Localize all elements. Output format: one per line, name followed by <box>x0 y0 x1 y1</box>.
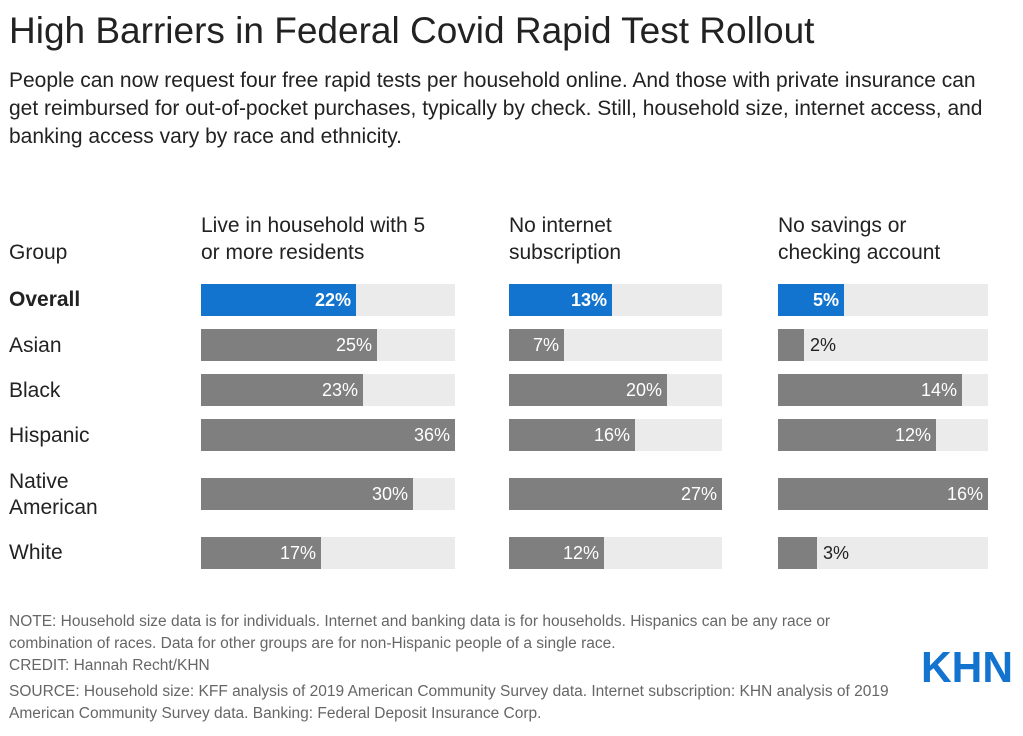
bar <box>778 284 844 316</box>
bar-track: 13% <box>509 284 722 316</box>
bar <box>509 284 612 316</box>
bar-value-label: 17% <box>279 543 316 563</box>
bar <box>509 329 564 361</box>
row-label-4: Hispanic <box>9 423 90 449</box>
bar-value-label: 16% <box>593 425 630 445</box>
footnote-source: SOURCE: Household size: KFF analysis of … <box>9 683 889 722</box>
bar-track: 7% <box>509 329 722 361</box>
bar <box>509 478 722 510</box>
bar-track: 16% <box>509 419 722 451</box>
bar-value-label: 2% <box>810 335 837 355</box>
bar-track: 2% <box>778 329 988 361</box>
bar <box>778 537 817 569</box>
bar-value-label: 16% <box>946 484 983 504</box>
row-label-line: Overall <box>9 288 81 311</box>
column-header-line: or more residents <box>201 241 365 264</box>
bar-track: 14% <box>778 374 988 406</box>
bar-track: 16% <box>778 478 988 510</box>
bar <box>509 374 667 406</box>
bar-value-label: 30% <box>371 484 408 504</box>
bar-value-label: 22% <box>314 290 351 310</box>
chart-subtitle: People can now request four free rapid t… <box>9 69 983 148</box>
group-header: Group <box>9 241 68 264</box>
column-header-line: subscription <box>509 241 622 264</box>
bar-track: 30% <box>201 478 455 510</box>
bar <box>201 478 413 510</box>
bar-value-label: 3% <box>823 543 850 563</box>
bar <box>201 419 455 451</box>
bar-track: 3% <box>778 537 988 569</box>
bar <box>201 329 377 361</box>
row-label-2: Asian <box>9 333 62 359</box>
bar <box>778 374 962 406</box>
bar <box>778 478 988 510</box>
column-header-line: Live in household with 5 <box>201 214 426 237</box>
column-header-2: No internet subscription <box>509 212 621 266</box>
bar-value-label: 5% <box>812 290 839 310</box>
bar-value-label: 23% <box>321 380 358 400</box>
column-header-3: No savings or checking account <box>778 212 940 266</box>
bar <box>201 374 363 406</box>
column-header-1: Live in household with 5 or more resident… <box>201 212 425 266</box>
row-label-line: American <box>9 496 98 519</box>
bar-track: 25% <box>201 329 455 361</box>
bar-track: 12% <box>509 537 722 569</box>
bar <box>778 419 936 451</box>
row-label-line: Asian <box>9 334 62 357</box>
footnote-credit: CREDIT: Hannah Recht/KHN <box>9 657 210 674</box>
column-header-line: No internet <box>509 214 612 237</box>
bar-track: 12% <box>778 419 988 451</box>
bar <box>778 329 804 361</box>
bar-value-label: 13% <box>570 290 607 310</box>
bar-value-label: 7% <box>532 335 559 355</box>
khn-logo: KHN <box>921 646 1013 686</box>
bar-track: 27% <box>509 478 722 510</box>
chart-title: High Barriers in Federal Covid Rapid Tes… <box>9 10 815 51</box>
bar-track: 17% <box>201 537 455 569</box>
bar <box>201 537 321 569</box>
bar-track: 5% <box>778 284 988 316</box>
row-label-3: Black <box>9 378 60 404</box>
row-label-5: Native American <box>9 469 98 521</box>
bar-track: 20% <box>509 374 722 406</box>
bar-value-label: 20% <box>625 380 662 400</box>
column-header-line: No savings or <box>778 214 907 237</box>
bar <box>509 419 635 451</box>
bar-value-label: 12% <box>894 425 931 445</box>
row-label-line: Black <box>9 379 61 402</box>
footnote-note: NOTE: Household size data is for individ… <box>9 613 831 652</box>
bar-value-label: 14% <box>920 380 957 400</box>
bar <box>509 537 604 569</box>
row-label-line: Hispanic <box>9 424 90 447</box>
row-label-line: Native <box>9 470 69 493</box>
bar <box>201 284 356 316</box>
bar-track: 36% <box>201 419 455 451</box>
khn-logo-text: KHN <box>921 646 1013 686</box>
bar-track: 22% <box>201 284 455 316</box>
bar-value-label: 36% <box>413 425 450 445</box>
row-label-line: White <box>9 541 63 564</box>
column-header-line: checking account <box>778 241 941 264</box>
bar-value-label: 12% <box>562 543 599 563</box>
bar-value-label: 27% <box>680 484 717 504</box>
row-label-1: Overall <box>9 287 80 313</box>
bar-track: 23% <box>201 374 455 406</box>
row-label-6: White <box>9 540 63 566</box>
bar-value-label: 25% <box>335 335 372 355</box>
